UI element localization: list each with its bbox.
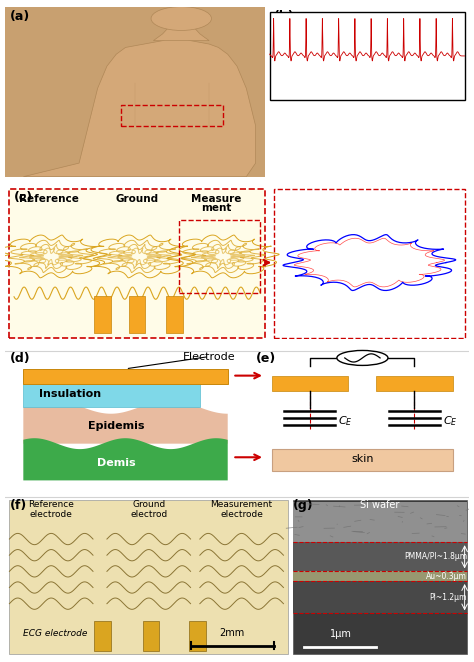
Text: (a): (a) — [9, 10, 30, 23]
Polygon shape — [154, 25, 209, 40]
Bar — [121, 105, 223, 126]
Text: Reference: Reference — [19, 194, 79, 204]
Bar — [94, 622, 110, 651]
Text: Si wafer: Si wafer — [360, 500, 400, 510]
Bar — [376, 375, 453, 391]
Bar — [293, 581, 467, 614]
Bar — [293, 571, 467, 581]
Bar — [189, 622, 206, 651]
Bar — [179, 220, 260, 293]
Ellipse shape — [151, 7, 211, 30]
Bar — [23, 384, 200, 407]
Text: $C_E$: $C_E$ — [338, 414, 353, 428]
Text: Ground: Ground — [116, 194, 159, 204]
Bar — [272, 449, 453, 471]
Bar — [5, 7, 265, 177]
Bar — [293, 500, 467, 654]
Text: (b): (b) — [274, 10, 295, 23]
Bar — [272, 375, 348, 391]
Text: (g): (g) — [293, 498, 313, 512]
Text: PI~1.2μm: PI~1.2μm — [429, 592, 467, 602]
Text: 2mm: 2mm — [220, 628, 245, 638]
Bar — [143, 622, 159, 651]
Text: (c): (c) — [14, 191, 33, 204]
Text: Insulation: Insulation — [39, 389, 101, 399]
Text: skin: skin — [351, 454, 374, 464]
Text: Au~0.3μm: Au~0.3μm — [426, 572, 467, 581]
Text: (f): (f) — [9, 498, 27, 512]
Text: Electrode: Electrode — [183, 352, 236, 363]
Bar — [293, 542, 467, 571]
Text: (d): (d) — [9, 352, 30, 365]
Text: $C_E$: $C_E$ — [443, 414, 457, 428]
Bar — [129, 296, 146, 333]
Text: Epidemis: Epidemis — [88, 421, 145, 431]
Bar — [270, 12, 465, 100]
Text: Measurement
electrode: Measurement electrode — [210, 500, 273, 519]
Text: Measure
ment: Measure ment — [191, 194, 241, 213]
Text: Reference
electrode: Reference electrode — [28, 500, 74, 519]
Polygon shape — [23, 438, 228, 481]
Text: Demis: Demis — [97, 457, 136, 468]
Bar — [94, 296, 110, 333]
Bar — [166, 296, 182, 333]
Circle shape — [337, 350, 388, 365]
Bar — [23, 369, 228, 384]
Bar — [274, 189, 465, 338]
Text: (e): (e) — [255, 352, 276, 365]
Bar — [9, 500, 288, 654]
Text: ECG electrode: ECG electrode — [23, 629, 88, 638]
Bar — [293, 502, 467, 542]
Text: PMMA/PI~1.8μm: PMMA/PI~1.8μm — [404, 552, 467, 561]
Polygon shape — [23, 37, 255, 177]
Text: 1μm: 1μm — [329, 629, 352, 639]
Bar — [9, 189, 265, 338]
Polygon shape — [23, 400, 228, 444]
Text: Ground
electrod: Ground electrod — [130, 500, 167, 519]
